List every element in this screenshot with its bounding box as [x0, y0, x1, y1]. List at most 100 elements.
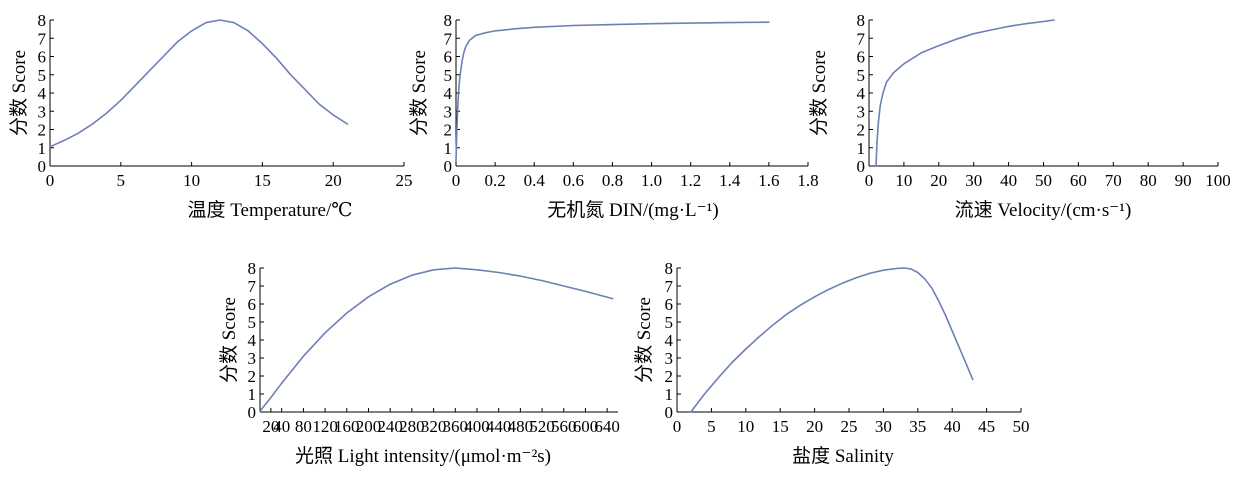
x-tick-label: 1.4: [719, 171, 741, 190]
y-tick-label: 2: [444, 121, 453, 140]
y-tick-label: 8: [444, 11, 453, 30]
y-tick-label: 7: [248, 277, 257, 296]
y-tick-label: 3: [38, 102, 47, 121]
x-tick-label: 640: [594, 417, 620, 436]
x-tick-label: 0.8: [602, 171, 623, 190]
x-tick-label: 25: [841, 417, 858, 436]
x-tick-label: 15: [772, 417, 789, 436]
score-curve: [690, 267, 974, 413]
y-tick-label: 3: [857, 102, 866, 121]
y-tick-label: 3: [665, 349, 674, 368]
y-tick-label: 1: [857, 139, 866, 158]
y-tick-label: 2: [665, 367, 674, 386]
y-tick-label: 4: [38, 84, 47, 103]
x-tick-label: 70: [1105, 171, 1122, 190]
x-tick-label: 10: [895, 171, 912, 190]
x-tick-label: 480: [508, 417, 534, 436]
x-tick-label: 0: [452, 171, 461, 190]
x-tick-label: 440: [486, 417, 512, 436]
y-tick-label: 6: [857, 48, 866, 67]
x-tick-label: 240: [377, 417, 403, 436]
y-tick-label: 5: [248, 313, 257, 332]
x-tick-label: 5: [707, 417, 716, 436]
x-axis-title: 流速 Velocity/(cm·s⁻¹): [955, 199, 1132, 221]
x-tick-label: 35: [909, 417, 926, 436]
x-tick-label: 30: [965, 171, 982, 190]
x-tick-label: 1.2: [680, 171, 701, 190]
x-tick-label: 560: [551, 417, 577, 436]
x-tick-label: 40: [944, 417, 961, 436]
x-tick-label: 45: [978, 417, 995, 436]
y-tick-label: 0: [665, 403, 674, 422]
x-axis-title: 盐度 Salinity: [792, 445, 894, 467]
x-tick-label: 60: [1070, 171, 1087, 190]
x-tick-label: 10: [737, 417, 754, 436]
y-tick-label: 8: [665, 259, 674, 278]
y-tick-label: 8: [38, 11, 47, 30]
chart-din: 0 0.2 0.4 0.6 0.8 1.0 1.2 1.4 1.6 1.8012345678无机氮…: [408, 11, 819, 221]
x-tick-label: 160: [334, 417, 360, 436]
y-tick-label: 1: [444, 139, 453, 158]
y-tick-label: 5: [444, 66, 453, 85]
y-tick-label: 6: [444, 48, 453, 67]
y-tick-label: 1: [665, 385, 674, 404]
x-tick-label: 50: [1013, 417, 1030, 436]
y-tick-label: 2: [38, 121, 47, 140]
x-tick-label: 25: [396, 171, 413, 190]
x-tick-label: 20: [262, 417, 279, 436]
x-tick-label: 520: [529, 417, 555, 436]
x-tick-label: 0.2: [484, 171, 505, 190]
x-tick-label: 1.8: [797, 171, 818, 190]
y-tick-label: 8: [857, 11, 866, 30]
x-tick-label: 10: [183, 171, 200, 190]
x-tick-label: 0: [673, 417, 682, 436]
y-tick-label: 5: [857, 66, 866, 85]
y-tick-label: 3: [444, 102, 453, 121]
y-axis-title: 分数 Score: [8, 50, 30, 136]
x-tick-label: 400: [464, 417, 490, 436]
x-tick-label: 1.0: [641, 171, 662, 190]
y-tick-label: 1: [248, 385, 257, 404]
y-tick-label: 1: [38, 139, 47, 158]
y-tick-label: 4: [665, 331, 674, 350]
y-axis-title: 分数 Score: [808, 50, 830, 136]
y-tick-label: 8: [248, 259, 257, 278]
y-tick-label: 4: [444, 84, 453, 103]
y-tick-label: 4: [857, 84, 866, 103]
x-tick-label: 0: [865, 171, 874, 190]
score-curve: [875, 19, 1055, 167]
x-tick-label: 30: [875, 417, 892, 436]
x-tick-label: 80: [1140, 171, 1157, 190]
y-tick-label: 6: [248, 295, 257, 314]
score-curve: [259, 267, 614, 412]
x-tick-label: 120: [312, 417, 338, 436]
x-tick-label: 5: [117, 171, 126, 190]
x-tick-label: 20: [930, 171, 947, 190]
y-tick-label: 7: [38, 29, 47, 48]
x-tick-label: 20: [325, 171, 342, 190]
y-tick-label: 2: [857, 121, 866, 140]
y-tick-label: 0: [248, 403, 257, 422]
x-tick-label: 0: [46, 171, 55, 190]
y-tick-label: 0: [857, 157, 866, 176]
y-tick-label: 0: [38, 157, 47, 176]
y-axis-title: 分数 Score: [633, 297, 655, 383]
x-tick-label: 280: [399, 417, 425, 436]
x-tick-label: 90: [1175, 171, 1192, 190]
y-axis-title: 分数 Score: [218, 297, 240, 383]
x-tick-label: 50: [1035, 171, 1052, 190]
y-tick-label: 6: [665, 295, 674, 314]
score-curve: [49, 19, 349, 148]
y-tick-label: 3: [248, 349, 257, 368]
x-tick-label: 1.6: [758, 171, 779, 190]
y-tick-label: 2: [248, 367, 257, 386]
x-axis-title: 温度 Temperature/℃: [187, 199, 352, 221]
x-tick-label: 200: [356, 417, 382, 436]
y-tick-label: 5: [665, 313, 674, 332]
x-axis-title: 无机氮 DIN/(mg·L⁻¹): [547, 199, 718, 221]
score-curve: [455, 21, 770, 162]
